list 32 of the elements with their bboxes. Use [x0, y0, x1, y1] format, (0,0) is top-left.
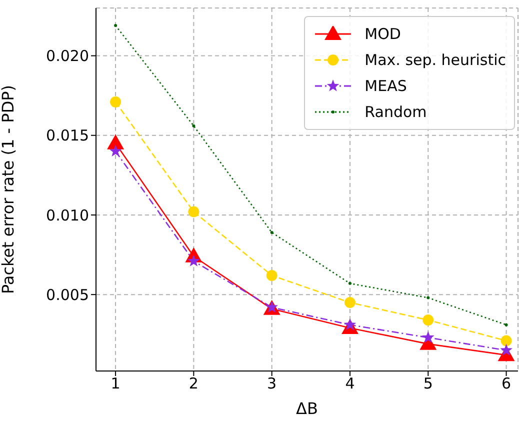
legend-label: MEAS	[364, 77, 407, 95]
point	[504, 323, 508, 326]
point	[422, 331, 434, 343]
point	[426, 296, 430, 300]
x-axis-title: ΔB	[296, 399, 318, 418]
x-tick-label: 5	[423, 374, 433, 393]
x-tick-label: 2	[188, 374, 198, 393]
point	[110, 96, 122, 108]
x-tick-label: 3	[267, 374, 277, 393]
legend-label: Max. sep. heuristic	[364, 51, 506, 69]
x-tick-label: 4	[345, 374, 355, 393]
point	[422, 314, 434, 326]
y-axis-title: Packet error rate (1 - PDP)	[0, 84, 18, 294]
point	[192, 124, 196, 128]
y-tick-label: 0.015	[46, 126, 89, 145]
point	[348, 282, 352, 285]
legend-label: MOD	[364, 25, 401, 43]
y-tick-label: 0.010	[46, 206, 89, 224]
point	[270, 230, 274, 234]
x-tick-label: 6	[502, 374, 512, 393]
x-tick-label: 1	[110, 374, 120, 393]
point	[500, 335, 512, 346]
point	[114, 24, 118, 28]
point	[500, 344, 512, 356]
point	[266, 270, 278, 281]
y-tick-label: 0.020	[46, 47, 89, 66]
point	[188, 206, 200, 218]
point	[107, 134, 124, 150]
y-tick-label: 0.005	[46, 286, 89, 304]
legend-label: Random	[364, 103, 427, 121]
point	[109, 144, 122, 157]
point	[344, 297, 356, 308]
